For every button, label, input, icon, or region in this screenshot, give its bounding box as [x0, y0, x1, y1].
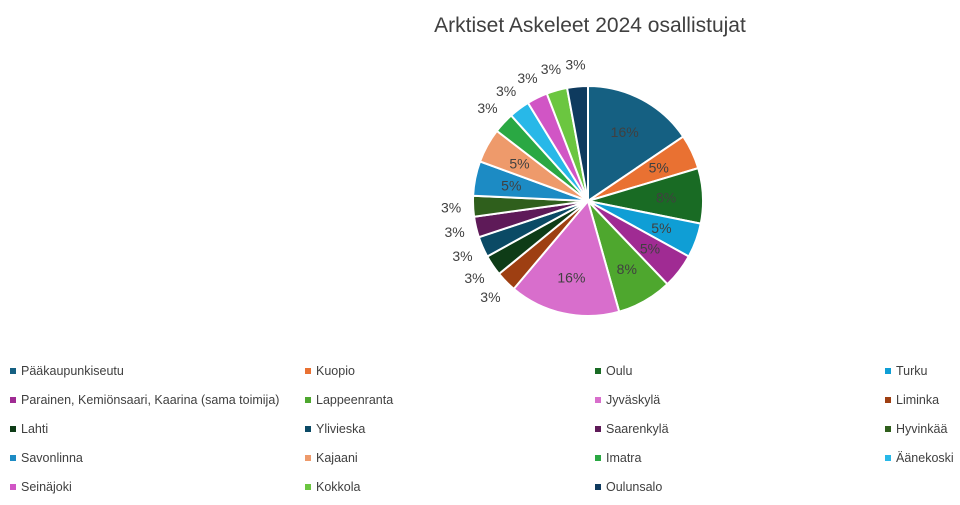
legend-swatch [595, 368, 601, 374]
legend-item: Äänekoski [885, 447, 960, 469]
legend-item: Hyvinkää [885, 418, 960, 440]
legend-swatch [595, 397, 601, 403]
legend-swatch [10, 426, 16, 432]
legend-label: Turku [896, 364, 928, 378]
legend-swatch [305, 484, 311, 490]
legend-row: Parainen, Kemiönsaari, Kaarina (sama toi… [10, 389, 960, 418]
legend-label: Jyväskylä [606, 393, 661, 407]
legend-swatch [885, 397, 891, 403]
data-label: 5% [640, 241, 660, 257]
legend-label: Liminka [896, 393, 940, 407]
data-label: 3% [452, 248, 472, 264]
data-label: 8% [656, 189, 676, 205]
pie-slice [587, 84, 685, 203]
data-label: 3% [541, 61, 561, 77]
legend-item: Oulu [595, 360, 875, 382]
legend-item: Pääkaupunkiseutu [10, 360, 295, 382]
legend-label: Saarenkylä [606, 422, 669, 436]
legend-item: Liminka [885, 389, 960, 411]
legend-swatch [305, 368, 311, 374]
legend-swatch [10, 455, 16, 461]
legend-label: Seinäjoki [21, 480, 72, 494]
legend-label: Parainen, Kemiönsaari, Kaarina (sama toi… [21, 393, 280, 407]
data-label: 3% [477, 100, 497, 116]
legend-item: Lahti [10, 418, 295, 440]
data-label: 5% [649, 160, 669, 176]
legend-swatch [595, 484, 601, 490]
data-label: 3% [480, 289, 500, 305]
legend-label: Lappeenranta [316, 393, 394, 407]
data-label: 16% [557, 269, 585, 285]
legend-item: Kajaani [305, 447, 585, 469]
legend-swatch [305, 426, 311, 432]
data-label: 3% [464, 270, 484, 286]
legend-label: Kajaani [316, 451, 358, 465]
legend-swatch [305, 455, 311, 461]
legend-row: Pääkaupunkiseutu Kuopio Oulu Turku [10, 360, 960, 389]
legend-label: Kuopio [316, 364, 355, 378]
legend-swatch [10, 397, 16, 403]
legend-item: Oulunsalo [595, 476, 875, 498]
legend-label: Pääkaupunkiseutu [21, 364, 124, 378]
legend-row: Lahti Ylivieska Saarenkylä Hyvinkää [10, 418, 960, 447]
legend-swatch [595, 426, 601, 432]
legend-item: Seinäjoki [10, 476, 295, 498]
legend-item: Jyväskylä [595, 389, 875, 411]
legend-swatch [885, 426, 891, 432]
legend-label: Imatra [606, 451, 642, 465]
data-label: 3% [444, 224, 464, 240]
data-label: 8% [617, 261, 637, 277]
pie-chart: 16%5%8%5%5%8%16%3%3%3%3%3%5%5%3%3%3%3% 3% [441, 57, 704, 317]
legend-row: Seinäjoki Kokkola Oulunsalo [10, 476, 960, 505]
legend-swatch [305, 397, 311, 403]
data-label: 3% [565, 57, 585, 73]
data-label: 5% [651, 220, 671, 236]
legend-label: Oulunsalo [606, 480, 663, 494]
legend-label: Savonlinna [21, 451, 83, 465]
legend-item: Kuopio [305, 360, 585, 382]
legend-swatch [10, 484, 16, 490]
legend-label: Äänekoski [896, 451, 954, 465]
legend-item: Turku [885, 360, 960, 382]
legend-item: Saarenkylä [595, 418, 875, 440]
pie-slice [565, 84, 589, 202]
legend-label: Ylivieska [316, 422, 366, 436]
data-label: 3% [517, 70, 537, 86]
legend-label: Kokkola [316, 480, 361, 494]
legend-swatch [10, 368, 16, 374]
data-label: 16% [611, 124, 639, 140]
legend-item: Lappeenranta [305, 389, 585, 411]
data-label: 5% [509, 155, 529, 171]
data-label: 3% [441, 199, 461, 215]
legend-item: Parainen, Kemiönsaari, Kaarina (sama toi… [10, 389, 295, 411]
legend-item: Ylivieska [305, 418, 585, 440]
chart-title: Arktiset Askeleet 2024 osallistujat [434, 14, 746, 37]
legend-row: Savonlinna Kajaani Imatra Äänekoski [10, 447, 960, 476]
legend-item: Savonlinna [10, 447, 295, 469]
legend-item: Imatra [595, 447, 875, 469]
legend-label: Oulu [606, 364, 633, 378]
legend-label: Lahti [21, 422, 49, 436]
legend: Pääkaupunkiseutu Kuopio Oulu Turku Parainen,… [10, 360, 960, 505]
pie-slice [512, 198, 621, 317]
data-label: 5% [501, 178, 521, 194]
data-label: 3% [496, 83, 516, 99]
legend-swatch [885, 455, 891, 461]
legend-label: Hyvinkää [896, 422, 948, 436]
legend-swatch [595, 455, 601, 461]
legend-item: Kokkola [305, 476, 585, 498]
legend-swatch [885, 368, 891, 374]
